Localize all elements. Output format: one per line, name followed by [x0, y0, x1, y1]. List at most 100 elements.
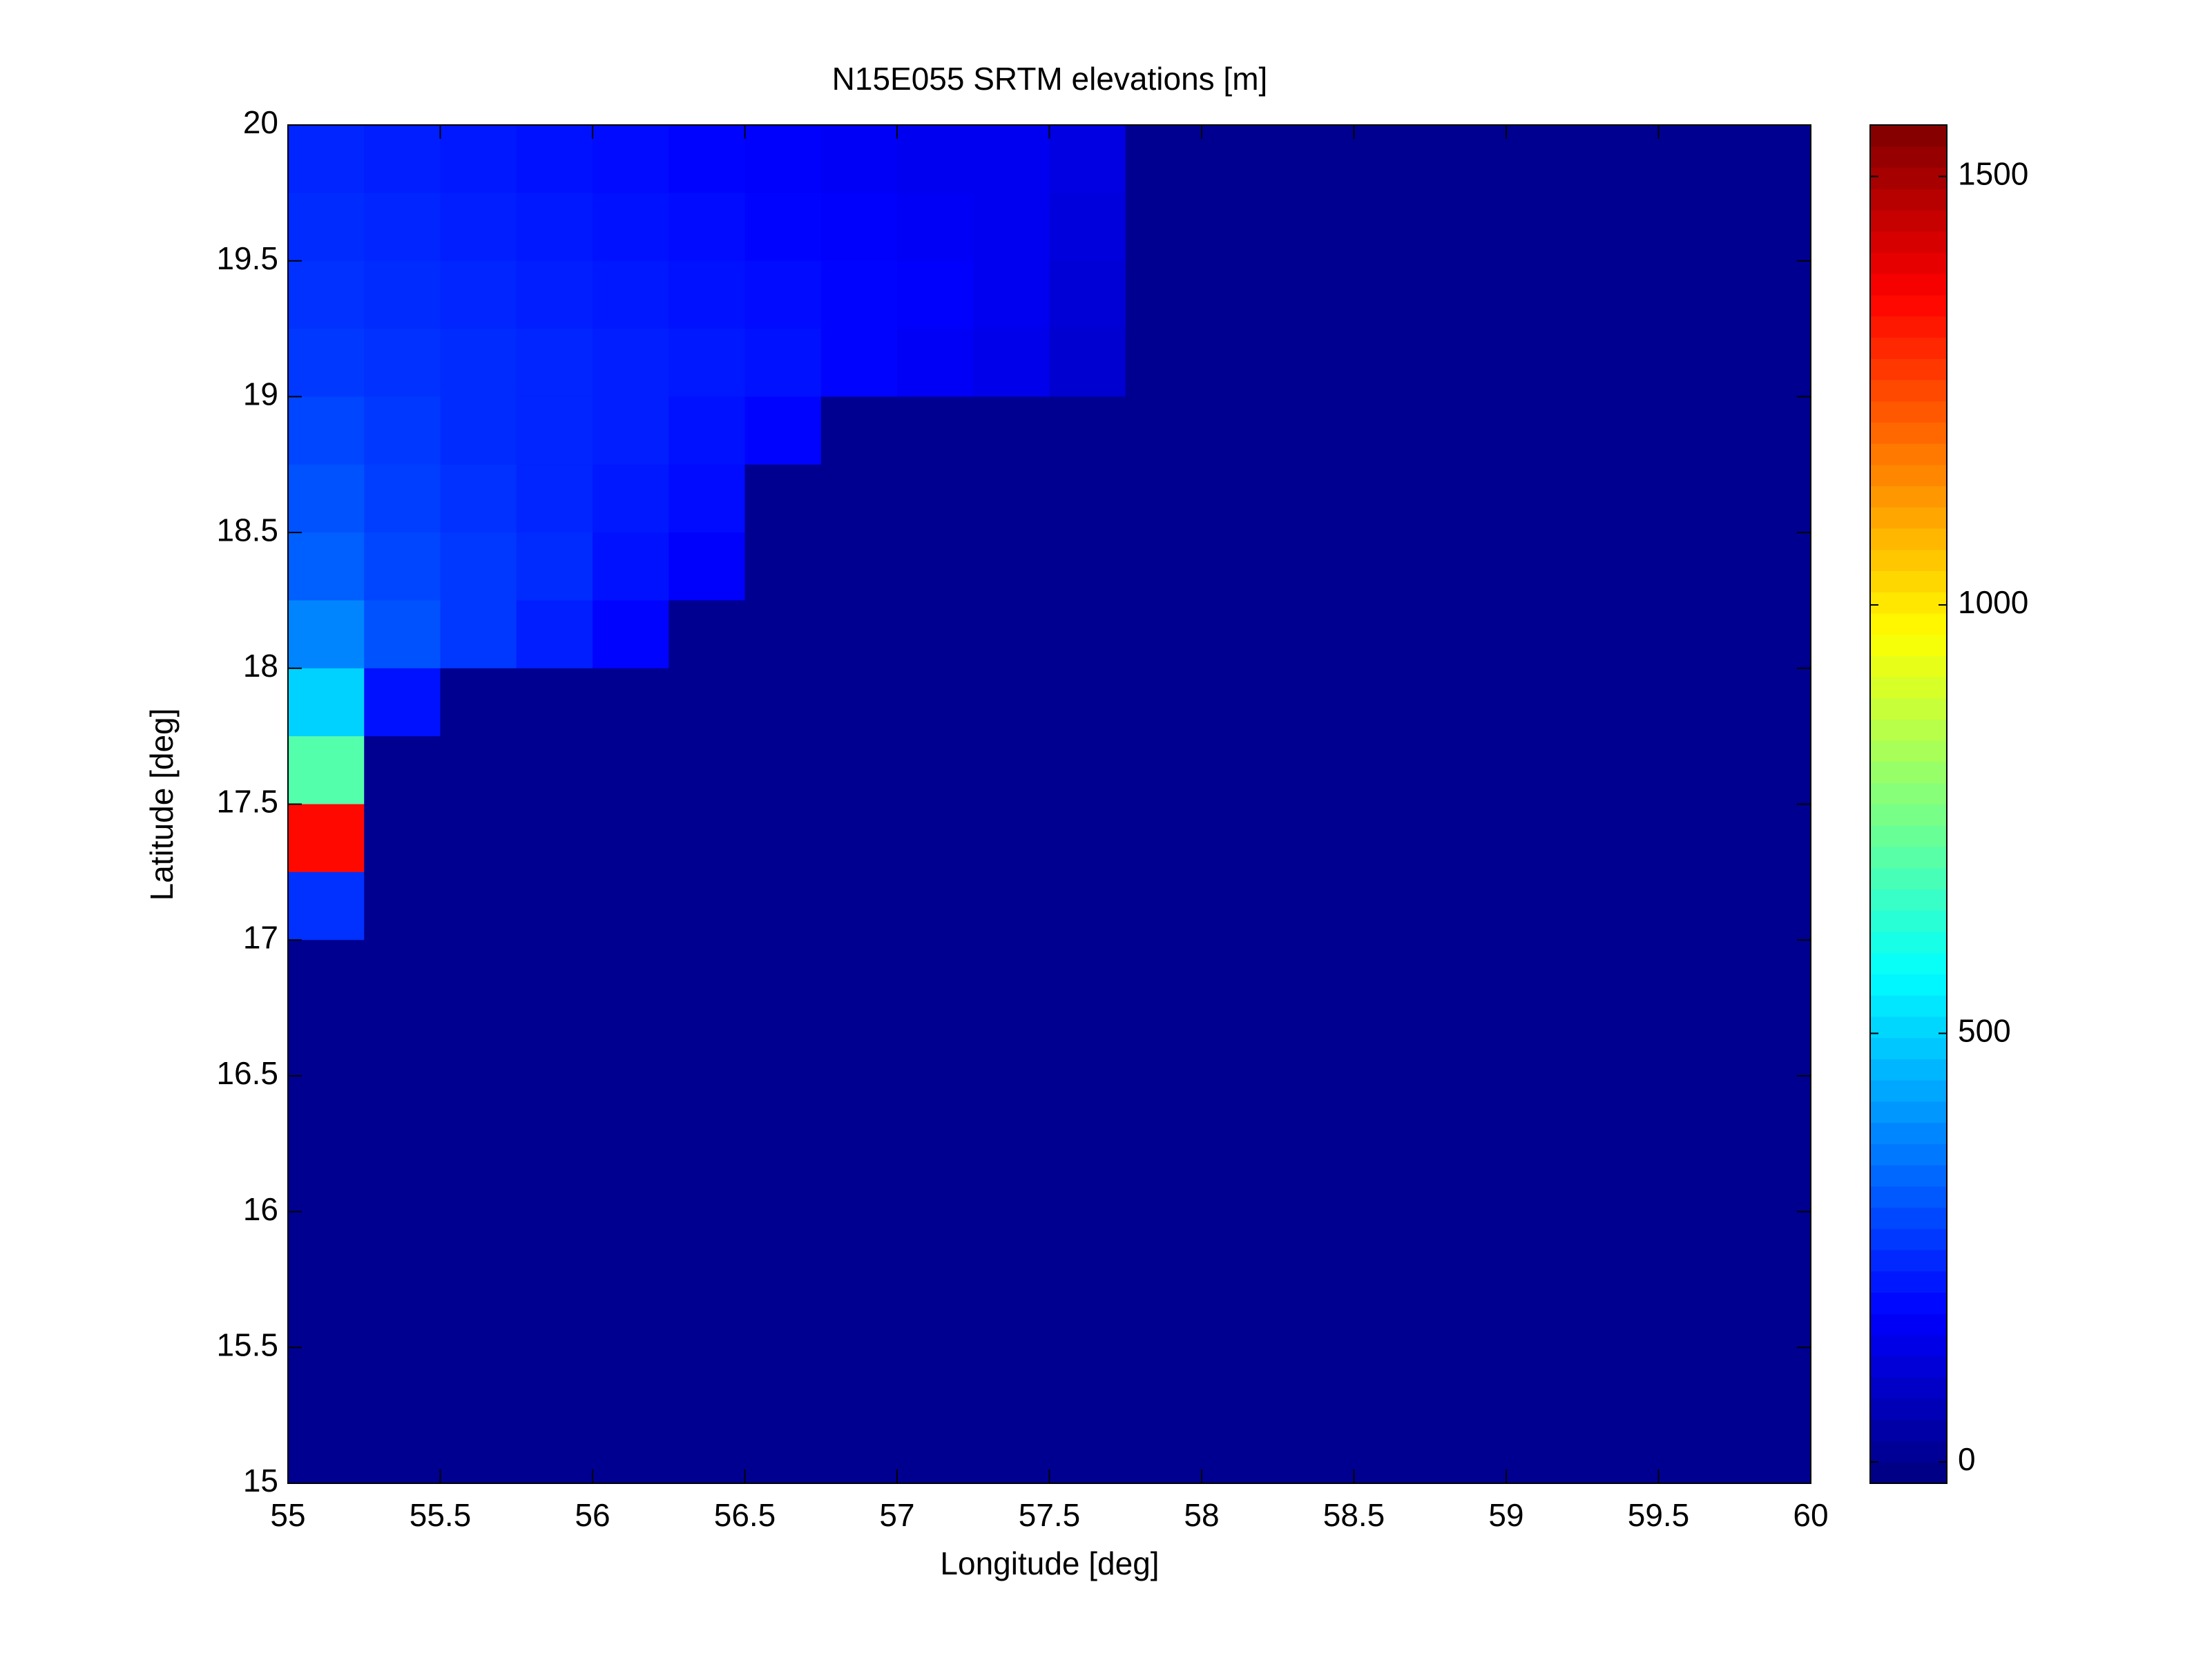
heatmap-cell	[1658, 396, 1735, 465]
heatmap-cell	[516, 1347, 593, 1416]
heatmap-cell	[440, 1144, 517, 1213]
heatmap-cell	[440, 464, 517, 533]
heatmap-cell	[669, 1279, 746, 1348]
heatmap-cell	[1125, 804, 1202, 873]
heatmap-cell	[288, 1347, 365, 1416]
heatmap-cell	[1506, 871, 1583, 941]
heatmap-cell	[1125, 1008, 1202, 1077]
heatmap-cell	[1354, 736, 1431, 805]
heatmap-cell	[897, 871, 974, 941]
heatmap-cell	[1582, 600, 1660, 669]
heatmap-cell	[364, 804, 441, 873]
heatmap-cell	[364, 464, 441, 533]
heatmap-cell	[897, 1347, 974, 1416]
heatmap-cell	[744, 736, 822, 805]
colorbar-swatch	[1870, 1440, 1947, 1463]
heatmap-cell	[897, 1211, 974, 1280]
heatmap-cell	[820, 1144, 898, 1213]
heatmap-cell	[364, 600, 441, 669]
heatmap-cell	[1125, 193, 1202, 262]
heatmap-cell	[744, 1144, 822, 1213]
y-tick-label: 15.5	[216, 1327, 278, 1362]
heatmap-cell	[288, 1211, 365, 1280]
heatmap-cell	[1202, 1347, 1278, 1416]
heatmap-cell	[288, 396, 365, 465]
heatmap-cell	[1049, 260, 1126, 329]
heatmap-cell	[820, 1347, 898, 1416]
heatmap-cell	[1582, 940, 1660, 1009]
colorbar-swatch	[1870, 507, 1947, 529]
heatmap-cell	[364, 1211, 441, 1280]
heatmap-cell	[1506, 1347, 1583, 1416]
heatmap-cell	[364, 329, 441, 397]
heatmap-cell	[897, 125, 974, 193]
heatmap-cell	[744, 1279, 822, 1348]
colorbar-swatch	[1870, 252, 1947, 274]
heatmap-cell	[288, 668, 365, 737]
heatmap-cell	[1354, 1211, 1431, 1280]
heatmap-cell	[593, 1415, 669, 1484]
heatmap-cell	[440, 396, 517, 465]
heatmap-cell	[1430, 329, 1507, 397]
heatmap-cell	[288, 1415, 365, 1484]
heatmap-cell	[1734, 1415, 1811, 1484]
heatmap-cell	[516, 532, 593, 601]
colorbar-tick-label: 1500	[1958, 156, 2028, 192]
heatmap-cell	[1658, 260, 1735, 329]
heatmap-cell	[1125, 1211, 1202, 1280]
heatmap-cell	[973, 193, 1050, 262]
heatmap-cell	[897, 396, 974, 465]
heatmap-cell	[1278, 329, 1355, 397]
heatmap-cell	[1734, 600, 1811, 669]
colorbar-swatch	[1870, 485, 1947, 508]
heatmap-cell	[1734, 193, 1811, 262]
heatmap-cell	[669, 329, 746, 397]
heatmap-cell	[440, 804, 517, 873]
heatmap-cell	[1354, 1279, 1431, 1348]
heatmap-cell	[440, 1075, 517, 1144]
heatmap-cell	[1582, 1008, 1660, 1077]
heatmap-cell	[1658, 532, 1735, 601]
heatmap-cell	[593, 1144, 669, 1213]
heatmap-cell	[1049, 736, 1126, 805]
y-axis-label: Latitude [deg]	[144, 708, 180, 901]
heatmap-cell	[1278, 940, 1355, 1009]
heatmap-cell	[1430, 125, 1507, 193]
colorbar-swatch	[1870, 782, 1947, 805]
heatmap-cell	[1734, 1075, 1811, 1144]
heatmap-cell	[1278, 1144, 1355, 1213]
colorbar-swatch	[1870, 974, 1947, 996]
colorbar-swatch	[1870, 1122, 1947, 1144]
heatmap-cell	[593, 125, 669, 193]
heatmap-cell	[1125, 532, 1202, 601]
heatmap-cell	[744, 125, 822, 193]
heatmap-cell	[1658, 1415, 1735, 1484]
heatmap-cell	[1278, 1008, 1355, 1077]
heatmap-cell	[1125, 940, 1202, 1009]
heatmap-cell	[820, 940, 898, 1009]
heatmap-cell	[288, 1144, 365, 1213]
heatmap-cell	[897, 260, 974, 329]
heatmap-cell	[288, 464, 365, 533]
heatmap-cell	[593, 532, 669, 601]
heatmap-cell	[1202, 125, 1278, 193]
heatmap-cell	[1354, 464, 1431, 533]
colorbar-swatch	[1870, 464, 1947, 487]
heatmap-cell	[1734, 1347, 1811, 1416]
heatmap-cell	[1430, 871, 1507, 941]
colorbar-swatch	[1870, 358, 1947, 380]
heatmap-cell	[593, 871, 669, 941]
heatmap-cell	[1658, 464, 1735, 533]
heatmap-cell	[669, 193, 746, 262]
colorbar-swatch	[1870, 677, 1947, 699]
heatmap-cell	[744, 871, 822, 941]
heatmap-cell	[1506, 600, 1583, 669]
heatmap-cell	[288, 260, 365, 329]
heatmap-cell	[669, 396, 746, 465]
heatmap-cell	[1278, 871, 1355, 941]
heatmap-cell	[1202, 193, 1278, 262]
heatmap-cell	[1506, 1075, 1583, 1144]
chart-title: N15E055 SRTM elevations [m]	[832, 61, 1268, 97]
heatmap-cell	[593, 193, 669, 262]
colorbar-swatch	[1870, 804, 1947, 826]
